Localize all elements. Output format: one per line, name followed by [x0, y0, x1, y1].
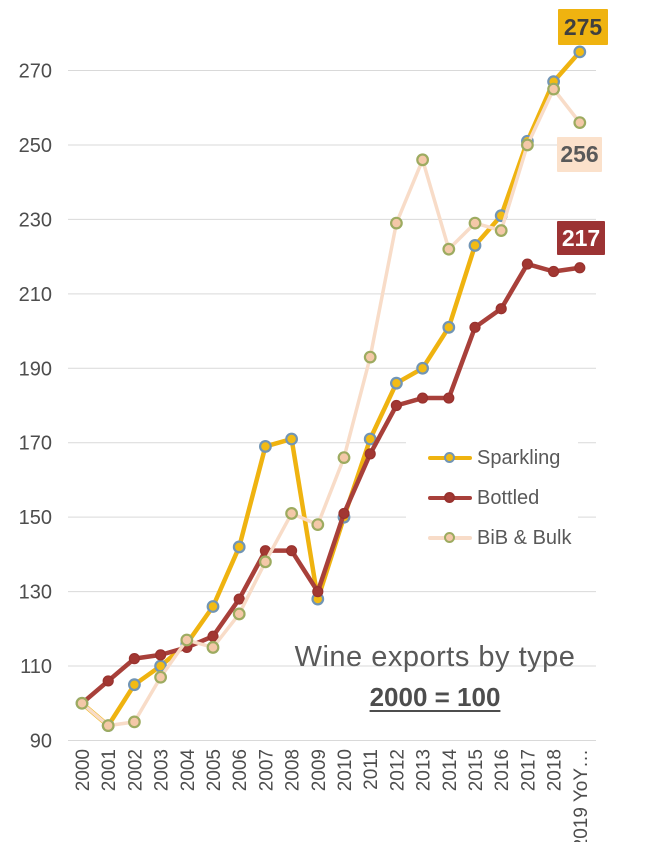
data-point-marker-BiB & Bulk [390, 216, 403, 230]
x-axis-tick-label: 2016 [492, 749, 513, 791]
data-point-marker-Sparkling [468, 239, 482, 252]
x-axis-tick-label: 2008 [283, 749, 304, 791]
data-point-marker-Bottled [233, 593, 245, 605]
data-point-marker-Bottled [312, 586, 324, 598]
x-axis-tick-label: 2002 [125, 749, 146, 791]
data-point-marker-Sparkling [363, 432, 377, 446]
data-point-marker-Bottled [417, 392, 429, 404]
data-point-marker-BiB & Bulk [101, 719, 115, 733]
data-point-marker-Sparkling [416, 361, 430, 375]
data-point-marker-BiB & Bulk [75, 696, 89, 710]
x-axis-tick-label: 2017 [518, 749, 539, 791]
data-point-marker-Bottled [286, 545, 298, 557]
data-point-marker-Bottled [574, 262, 586, 274]
y-axis-tick-label: 210 [19, 284, 52, 306]
data-point-marker-BiB & Bulk [337, 451, 351, 465]
y-axis-tick-label: 270 [19, 61, 52, 83]
x-axis-tick-label: 2001 [99, 749, 120, 791]
bib-bulk-line-swatch-icon [428, 532, 472, 544]
x-axis-tick-label: 2009 [309, 749, 330, 791]
data-point-marker-Sparkling [442, 320, 456, 334]
data-point-marker-BiB & Bulk [363, 350, 377, 364]
x-axis-tick-label: 2003 [152, 749, 173, 791]
chart-title: Wine exports by type [294, 641, 576, 673]
data-point-marker-Sparkling [390, 376, 403, 390]
data-point-marker-Sparkling [206, 600, 220, 613]
data-point-marker-BiB & Bulk [154, 670, 168, 684]
series-line-Sparkling [79, 49, 583, 728]
data-point-marker-BiB & Bulk [521, 138, 534, 152]
data-point-marker-Bottled [155, 649, 167, 661]
data-point-marker-BiB & Bulk [180, 633, 194, 647]
data-point-marker-Sparkling [127, 678, 141, 692]
data-point-marker-Bottled [364, 448, 376, 460]
x-axis-tick-label: 2013 [414, 749, 435, 791]
y-axis-tick-label: 90 [30, 731, 52, 753]
data-point-marker-Bottled [521, 258, 534, 270]
bottled-line-swatch-icon [428, 492, 472, 504]
data-point-marker-Bottled [547, 265, 560, 278]
x-axis-tick-label: 2011 [361, 749, 382, 790]
legend-item-sparkling: Sparkling [406, 438, 578, 478]
legend: Sparkling Bottled BiB & Bulk [406, 438, 578, 558]
x-axis-tick-label: 2007 [256, 749, 277, 791]
data-point-marker-BiB & Bulk [547, 82, 560, 96]
y-axis-tick-label: 110 [20, 656, 52, 678]
data-point-marker-Bottled [338, 507, 350, 520]
chart-subtitle: 2000 = 100 [369, 682, 501, 712]
data-point-marker-Bottled [469, 321, 481, 333]
data-point-marker-BiB & Bulk [573, 116, 587, 130]
y-axis-tick-label: 250 [19, 135, 52, 157]
data-point-marker-Bottled [443, 392, 455, 404]
data-point-marker-Bottled [102, 675, 114, 687]
x-axis-tick-label: 2010 [335, 749, 356, 791]
x-axis-tick-label: 2012 [387, 749, 408, 791]
series-line-BiB & Bulk [80, 87, 582, 728]
data-point-marker-Bottled [390, 399, 402, 412]
data-point-marker-BiB & Bulk [416, 153, 430, 167]
x-axis-tick-label: 2018 [545, 749, 566, 791]
data-point-marker-BiB & Bulk [206, 641, 220, 654]
legend-item-bottled: Bottled [406, 478, 578, 518]
y-axis-tick-label: 190 [19, 358, 52, 380]
data-point-marker-BiB & Bulk [232, 607, 246, 621]
data-point-marker-Sparkling [573, 45, 587, 59]
data-point-marker-BiB & Bulk [442, 242, 456, 256]
data-point-marker-Bottled [128, 653, 140, 665]
end-label-bottled: 217 [557, 221, 605, 255]
data-point-marker-BiB & Bulk [311, 518, 325, 532]
x-axis-tick-label: 2004 [178, 749, 199, 792]
data-point-marker-Bottled [495, 303, 507, 315]
y-axis-tick-label: 230 [19, 209, 52, 231]
data-point-marker-BiB & Bulk [285, 507, 299, 520]
x-axis-tick-label: 2000 [73, 749, 94, 791]
legend-label-sparkling: Sparkling [477, 446, 561, 469]
data-point-marker-BiB & Bulk [468, 216, 482, 230]
data-point-marker-Bottled [207, 630, 219, 642]
data-point-marker-BiB & Bulk [494, 224, 508, 237]
legend-item-bib-bulk: BiB & Bulk [406, 518, 578, 558]
y-axis-tick-label: 130 [19, 582, 52, 604]
x-axis-tick-label: 2015 [466, 749, 487, 791]
data-point-marker-Sparkling [259, 440, 272, 453]
legend-label-bib-bulk: BiB & Bulk [477, 526, 572, 549]
end-label-sparkling: 275 [558, 9, 608, 45]
legend-label-bottled: Bottled [477, 486, 540, 509]
x-axis-tick-label: 2014 [440, 749, 461, 792]
y-axis-tick-label: 170 [19, 433, 52, 455]
data-point-marker-Sparkling [285, 432, 299, 446]
y-axis-tick-label: 150 [19, 507, 52, 529]
data-point-marker-Sparkling [232, 540, 246, 554]
data-point-marker-BiB & Bulk [259, 555, 272, 569]
x-axis-tick-label: 2005 [204, 749, 225, 791]
end-label-bib-bulk: 256 [557, 137, 602, 172]
data-point-marker-BiB & Bulk [127, 715, 141, 729]
sparkling-line-swatch-icon [428, 452, 472, 464]
x-axis-tick-label: 2019 YoY… [571, 749, 592, 842]
x-axis-tick-label: 2006 [230, 749, 251, 791]
